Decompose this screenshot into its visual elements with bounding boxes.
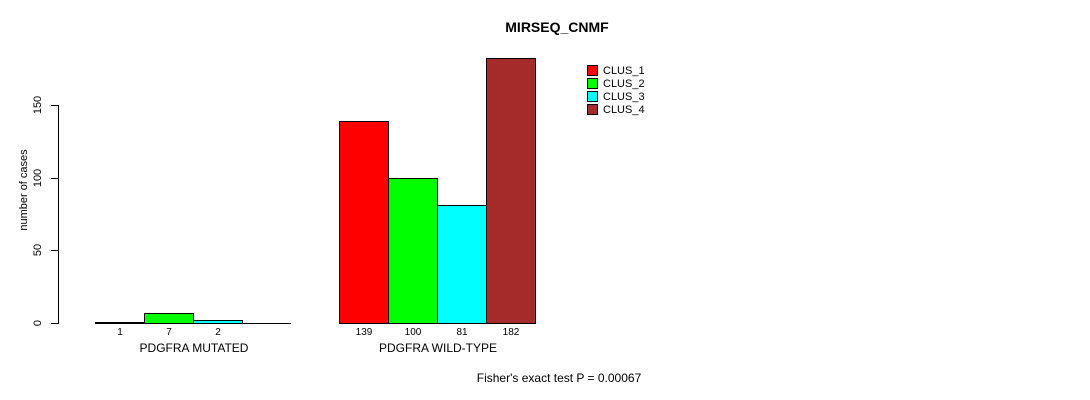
bar-value-label: 1 <box>117 327 123 338</box>
bar-clus_2-pdgfra-mutated <box>144 313 194 324</box>
bar-clus_3-pdgfra-wild-type <box>437 205 487 324</box>
bar-value-label: 100 <box>404 327 422 338</box>
bar-clus_4-pdgfra-wild-type <box>486 58 536 324</box>
y-axis-tick <box>51 250 58 251</box>
y-axis-tick-label: 0 <box>32 319 44 327</box>
y-axis-tick <box>51 178 58 179</box>
y-axis-tick <box>51 323 58 324</box>
y-axis-tick-label: 50 <box>32 243 44 257</box>
bar-value-label: 182 <box>502 327 520 338</box>
legend-swatch-clus_4 <box>587 104 598 115</box>
bar-clus_2-pdgfra-wild-type <box>388 178 438 324</box>
bar-clus_1-pdgfra-mutated <box>95 322 145 324</box>
legend-item: CLUS_1 <box>587 64 645 77</box>
legend-item: CLUS_2 <box>587 77 645 90</box>
bar-clus_1-pdgfra-wild-type <box>339 121 389 324</box>
legend-label: CLUS_3 <box>603 90 645 103</box>
x-group-label: PDGFRA WILD-TYPE <box>378 341 498 355</box>
y-axis-title: number of cases <box>18 149 30 231</box>
x-group-label: PDGFRA MUTATED <box>139 341 249 355</box>
legend: CLUS_1 CLUS_2 CLUS_3 CLUS_4 <box>587 64 645 116</box>
legend-swatch-clus_2 <box>587 78 598 89</box>
bar-value-label: 139 <box>355 327 373 338</box>
legend-label: CLUS_1 <box>603 64 645 77</box>
fisher-test-annotation: Fisher's exact test P = 0.00067 <box>476 371 642 385</box>
bar-value-label: 81 <box>456 327 468 338</box>
y-axis-tick-label: 100 <box>32 168 44 188</box>
bar-value-label: 2 <box>215 327 221 338</box>
y-axis-tick <box>51 105 58 106</box>
chart-title: MIRSEQ_CNMF <box>505 19 609 35</box>
legend-swatch-clus_1 <box>587 65 598 76</box>
bar-value-label: 7 <box>166 327 172 338</box>
legend-swatch-clus_3 <box>587 91 598 102</box>
legend-label: CLUS_2 <box>603 77 645 90</box>
y-axis-tick-label: 150 <box>32 95 44 115</box>
legend-item: CLUS_4 <box>587 103 645 116</box>
bar-clus_3-pdgfra-mutated <box>193 320 243 324</box>
legend-item: CLUS_3 <box>587 90 645 103</box>
legend-label: CLUS_4 <box>603 103 645 116</box>
y-axis-line <box>58 105 59 324</box>
